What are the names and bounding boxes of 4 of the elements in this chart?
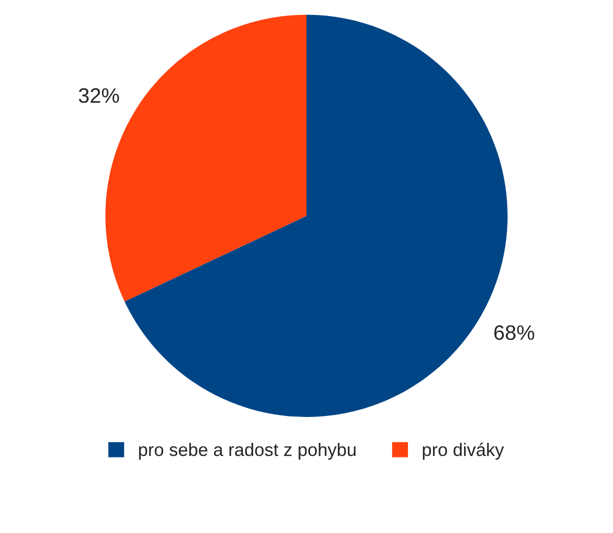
data-label: 68% (494, 325, 534, 340)
data-label: 32% (78, 88, 119, 103)
legend-label: pro diváky (422, 442, 504, 460)
legend-label: pro sebe a radost z pohybu (139, 442, 356, 460)
